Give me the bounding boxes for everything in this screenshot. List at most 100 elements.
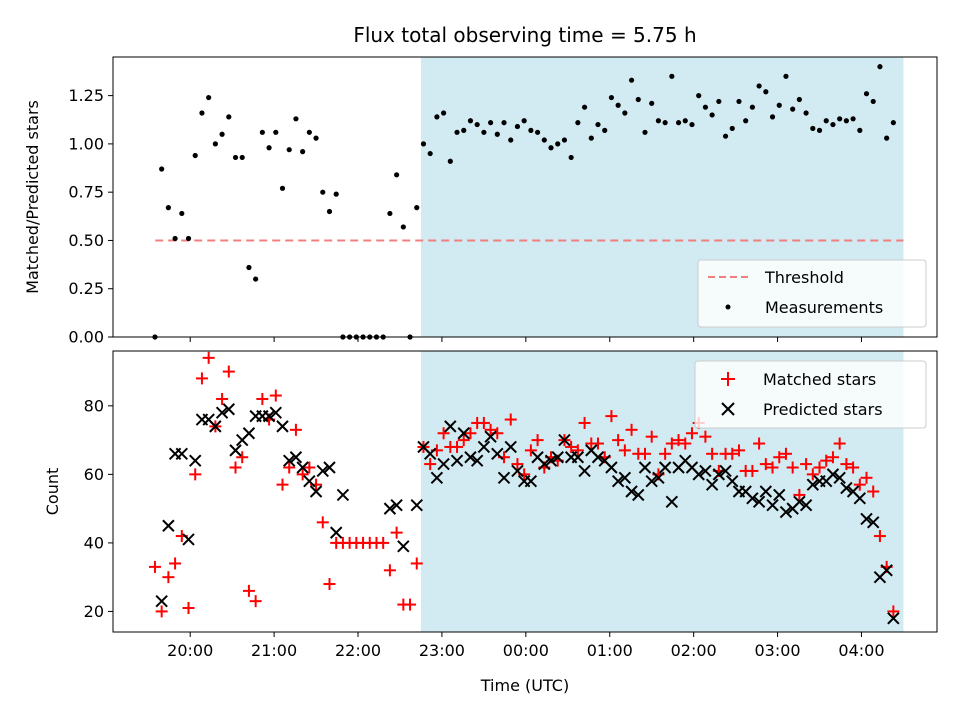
predicted-star-point (605, 461, 618, 474)
top-panel: 0.00 0.25 0.50 0.75 1.00 1.25 Matched/Predict… (23, 56, 938, 347)
measurement-point (877, 64, 883, 70)
measurement-point (555, 141, 561, 147)
predicted-star-point (423, 447, 437, 461)
measurement-point (528, 127, 534, 133)
measurement-point (696, 93, 702, 99)
matched-star-point (216, 392, 229, 405)
x-tick-label: 00:00 (503, 641, 549, 660)
measurement-point (689, 121, 695, 128)
measurement-point (467, 118, 474, 124)
predicted-star-point (853, 492, 867, 505)
predicted-star-point (477, 440, 491, 454)
measurement-point (803, 110, 809, 116)
matched-star-point (820, 454, 833, 467)
predicted-star-point (430, 471, 444, 484)
measurement-point (306, 129, 312, 135)
legend-measurements-label: Measurements (765, 298, 883, 317)
predicted-star-point (766, 499, 779, 512)
matched-star-point (699, 430, 712, 443)
predicted-star-point (323, 461, 336, 474)
matched-star-point (847, 461, 860, 474)
matched-star-point (249, 595, 262, 608)
predicted-star-point (719, 464, 732, 478)
predicted-star-point (793, 495, 806, 508)
predicted-star-point (625, 485, 638, 498)
measurement-point (837, 116, 843, 122)
measurement-point (863, 91, 870, 97)
measurement-point (615, 102, 621, 108)
measurement-point (702, 104, 709, 110)
matched-star-point (638, 447, 651, 460)
measurement-point (722, 133, 729, 139)
matched-star-point (484, 423, 497, 436)
predicted-star-point (658, 461, 672, 474)
predicted-star-point (262, 409, 276, 423)
measurement-point (709, 112, 715, 118)
predicted-star-point (336, 488, 350, 502)
measurement-point (447, 158, 453, 164)
x-tick-label: 21:00 (251, 641, 297, 660)
legend-measurements-swatch (725, 304, 731, 310)
predicted-star-point (215, 406, 229, 419)
matched-star-point (182, 602, 195, 615)
matched-star-point (679, 437, 692, 450)
measurement-point (501, 120, 507, 126)
matched-star-point (645, 430, 658, 443)
measurement-point (890, 120, 896, 126)
top-y-ticks: 0.00 0.25 0.50 0.75 1.00 1.25 (68, 86, 113, 347)
predicted-star-point (511, 464, 524, 478)
predicted-star-point (726, 475, 739, 488)
measurement-point (622, 110, 628, 116)
top-legend-box (697, 259, 927, 328)
legend-predicted-swatch (721, 402, 735, 416)
predicted-star-point (773, 488, 786, 502)
predicted-star-point (779, 505, 793, 519)
measurement-point (602, 127, 608, 133)
predicted-star-point (699, 464, 712, 478)
measurement-point (608, 94, 615, 101)
y-tick-label: 0.25 (68, 279, 104, 298)
y-tick-label: 80 (84, 396, 104, 415)
predicted-star-point (591, 451, 605, 464)
predicted-star-point (578, 464, 591, 478)
measurement-point (595, 121, 601, 128)
predicted-star-point (491, 447, 504, 461)
measurement-point (508, 137, 514, 143)
predicted-star-point (303, 475, 316, 488)
y-tick-label: 1.00 (68, 134, 104, 153)
predicted-star-point (182, 533, 195, 546)
count-points (148, 351, 900, 625)
measurement-point (843, 118, 849, 124)
matched-star-point (531, 434, 544, 447)
x-tick-label: 02:00 (671, 641, 717, 660)
predicted-star-point (457, 427, 470, 440)
matched-star-point (800, 458, 813, 471)
matched-star-point (779, 447, 792, 460)
predicted-star-point (437, 457, 450, 471)
measurement-point (736, 98, 742, 105)
measurement-point (749, 104, 755, 110)
matched-star-point (276, 478, 289, 491)
measurement-point (326, 208, 333, 215)
matched-star-point (511, 458, 524, 471)
bottom-legend-box (694, 360, 927, 429)
predicted-star-point (175, 447, 189, 461)
measurement-point (884, 135, 890, 141)
measurement-point (769, 114, 776, 120)
predicted-star-point (558, 433, 571, 447)
measurement-point (300, 149, 306, 155)
measurement-point (279, 185, 286, 191)
measurement-point (675, 120, 682, 126)
matched-star-point (316, 516, 329, 529)
matched-star-point (410, 557, 423, 570)
measurement-point (776, 102, 782, 108)
measurement-point (568, 154, 574, 161)
x-tick-label: 03:00 (755, 641, 801, 660)
matched-star-point (283, 461, 296, 474)
predicted-star-point (397, 540, 410, 553)
matched-star-point (706, 447, 719, 460)
predicted-star-point (189, 454, 202, 467)
matched-star-point (424, 458, 437, 471)
chart-title: Flux total observing time = 5.75 h (353, 23, 696, 47)
